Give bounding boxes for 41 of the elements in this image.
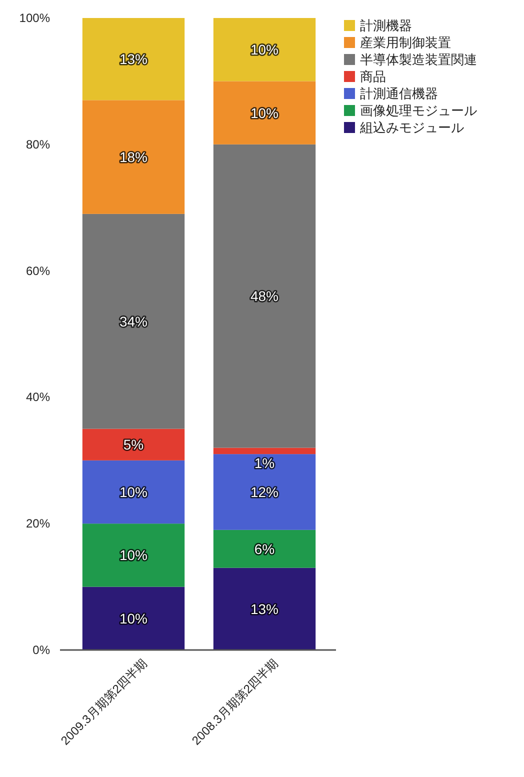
data-label: 48%: [250, 288, 279, 304]
bar: [82, 460, 185, 524]
data-label: 34%: [119, 313, 148, 330]
data-label: 12%: [250, 484, 279, 500]
data-label: 10%: [250, 42, 279, 58]
legend-label: 産業用制御装置: [360, 35, 451, 50]
data-label: 10%: [119, 547, 148, 564]
y-tick-label: 40%: [26, 390, 50, 404]
bar: [82, 428, 185, 460]
y-tick-label: 20%: [26, 516, 50, 531]
legend-label: 商品: [360, 69, 386, 84]
bar: [82, 524, 185, 587]
y-tick-label: 80%: [26, 137, 50, 152]
bar: [82, 586, 185, 650]
legend-label: 計測機器: [360, 18, 412, 33]
bar: [213, 454, 316, 530]
data-label: 6%: [254, 540, 275, 557]
data-label: 10%: [119, 484, 148, 500]
bar: [82, 100, 185, 214]
bar: [213, 18, 316, 82]
bar: [213, 81, 316, 144]
data-label: 18%: [119, 149, 148, 166]
bar: [82, 18, 185, 100]
bar: [213, 448, 316, 454]
bar: [213, 144, 316, 448]
data-label: 13%: [119, 51, 148, 68]
y-tick-label: 0%: [32, 643, 50, 657]
legend-label: 画像処理モジュール: [360, 103, 477, 118]
y-tick-label: 60%: [26, 264, 50, 278]
data-label: 10%: [250, 104, 279, 121]
bar: [213, 568, 316, 650]
bar: [213, 530, 316, 568]
legend-label: 計測通信機器: [360, 86, 438, 101]
legend-label: 半導体製造装置関連: [360, 52, 477, 67]
data-label: 13%: [250, 600, 279, 617]
y-tick-label: 100%: [19, 11, 50, 25]
legend-label: 組込みモジュール: [359, 120, 464, 135]
bar: [82, 214, 185, 429]
data-label: 1%: [254, 455, 275, 472]
data-label: 5%: [123, 436, 144, 453]
data-label: 10%: [119, 610, 148, 626]
